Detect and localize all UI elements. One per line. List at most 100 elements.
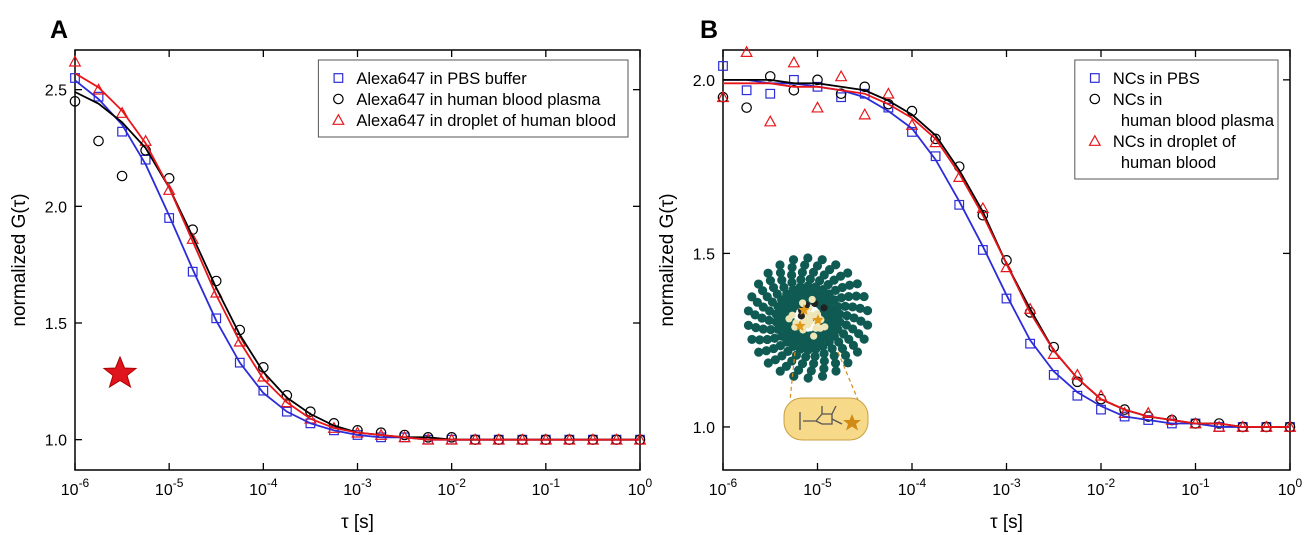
polymer-bead [743, 320, 754, 330]
marker-circle [210, 275, 222, 287]
polymer-bead [806, 366, 816, 376]
y-tick-label: 1.0 [693, 420, 715, 437]
marker-square [234, 357, 245, 368]
marker-circle [812, 74, 823, 86]
fit-line [723, 82, 1290, 428]
polymer-bead [819, 348, 829, 359]
polymer-bead [859, 291, 869, 302]
marker-circle [281, 390, 293, 401]
polymer-bead [754, 347, 764, 357]
polymer-bead [800, 260, 810, 270]
legend-label: Alexa647 in human blood plasma [356, 91, 601, 109]
marker-triangle [882, 87, 895, 99]
core-bead [806, 317, 814, 326]
polymer-bead [829, 351, 839, 361]
x-tick-base: 10 [1181, 482, 1199, 499]
core-bead [807, 311, 815, 319]
polymer-bead [842, 310, 852, 321]
marker-circle [446, 432, 457, 443]
core-bead [810, 332, 818, 340]
polymer-bead [803, 253, 813, 263]
polymer-bead [762, 334, 772, 345]
polymer-bead [845, 280, 855, 290]
x-tick-exponent: -6 [79, 476, 90, 490]
marker-circle [741, 102, 752, 113]
x-tick-label: 100 [628, 476, 653, 499]
polymer-bead [855, 303, 865, 313]
marker-triangle [763, 114, 777, 127]
marker-circle [835, 88, 847, 100]
marker-triangle [162, 183, 176, 195]
marker-triangle [811, 101, 824, 113]
polymer-bead [766, 325, 776, 335]
x-tick-label: 10-1 [532, 476, 561, 499]
polymer-bead [797, 267, 807, 277]
core-bead [785, 315, 793, 323]
polymer-bead [851, 291, 861, 301]
polymer-bead [810, 351, 820, 361]
marker-circle [859, 81, 871, 93]
marker-triangle [1000, 260, 1013, 273]
marker-triangle [787, 55, 801, 68]
x-tick-exponent: -1 [549, 476, 560, 490]
polymer-bead [803, 373, 813, 383]
y-tick-label: 1.5 [45, 316, 67, 333]
polymer-bead [755, 335, 765, 345]
x-tick-base: 10 [155, 482, 173, 499]
marker-circle [1119, 404, 1130, 415]
polymer-bead [844, 291, 854, 302]
marker-square [258, 385, 269, 396]
marker-square [741, 85, 752, 96]
polymer-bead [848, 302, 858, 312]
dye-star [812, 314, 824, 325]
legend-marker [1089, 73, 1100, 83]
polymer-bead [818, 341, 828, 351]
linker-structure [799, 405, 843, 430]
y-tick-label: 2.0 [693, 73, 715, 90]
polymer-bead [768, 282, 779, 293]
polymer-bead [811, 344, 821, 354]
polymer-bead [747, 334, 757, 345]
x-tick-label: 10-2 [1087, 476, 1116, 499]
legend-label: Alexa647 in droplet of human blood [356, 112, 616, 130]
chart-panel: A10-6 10-5 10-4 10-3 10-2 10-1 1001.01.52.02.5… [9, 16, 653, 533]
x-tick-base: 10 [898, 482, 916, 499]
legend-label: NCs in droplet of [1113, 133, 1236, 151]
core-bead [820, 304, 828, 312]
polymer-bead [852, 279, 862, 289]
polymer-bead [837, 282, 847, 293]
legend-marker [1089, 93, 1101, 105]
polymer-bead [795, 282, 805, 292]
legend-box [317, 59, 629, 138]
marker-circle [764, 71, 776, 82]
polymer-bead [775, 268, 786, 278]
x-tick-label: 10-6 [709, 476, 738, 499]
polymer-bead [787, 270, 797, 280]
polymer-bead [856, 316, 866, 326]
x-tick-base: 10 [249, 482, 267, 499]
polymer-bead [819, 363, 829, 374]
x-tick-label: 10-5 [155, 476, 184, 499]
polymer-bead [763, 358, 773, 368]
polymer-bead [747, 292, 757, 302]
polymer-bead [775, 366, 785, 376]
polymer-bead [817, 255, 827, 265]
polymer-bead [819, 356, 829, 366]
decorations [102, 253, 873, 441]
legend-label: NCs in PBS [1113, 70, 1200, 88]
marker-circle [788, 84, 800, 96]
legend-label: NCs in [1113, 91, 1163, 109]
polymer-bead [753, 279, 764, 289]
marker-circle [930, 133, 941, 145]
x-tick-exponent: -5 [173, 476, 184, 490]
polymer-bead [751, 323, 761, 333]
dye-star [794, 320, 806, 331]
core-bead [821, 323, 829, 331]
polymer-bead [769, 343, 779, 354]
polymer-bead [835, 309, 845, 319]
x-tick-exponent: -2 [1105, 476, 1116, 490]
polymer-bead [765, 276, 776, 286]
fit-line [74, 91, 640, 441]
polymer-bead [789, 371, 799, 381]
plot-frame [722, 49, 1291, 471]
